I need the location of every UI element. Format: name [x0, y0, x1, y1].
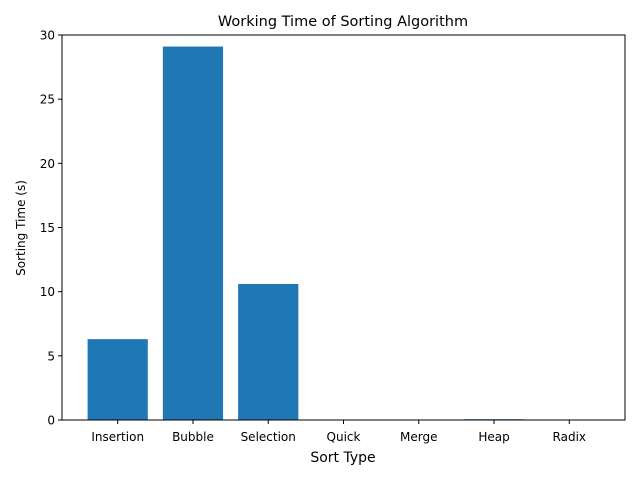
x-axis-label: Sort Type	[310, 450, 375, 466]
x-tick-label: Quick	[327, 430, 361, 444]
y-tick-label: 15	[40, 221, 55, 235]
y-axis-label: Sorting Time (s)	[14, 180, 28, 276]
y-tick-label: 20	[40, 157, 55, 171]
bar-insertion	[88, 339, 148, 420]
y-tick-label: 10	[40, 285, 55, 299]
bar-selection	[238, 284, 298, 420]
y-tick-label: 30	[40, 29, 55, 43]
chart-title: Working Time of Sorting Algorithm	[218, 14, 468, 30]
y-tick-label: 25	[40, 93, 55, 107]
x-tick-label: Selection	[241, 430, 296, 444]
bar-bubble	[163, 47, 223, 420]
x-tick-label: Merge	[400, 430, 437, 444]
y-tick-label: 0	[47, 414, 55, 428]
x-tick-label: Heap	[478, 430, 509, 444]
x-tick-label: Insertion	[91, 430, 144, 444]
y-tick-label: 5	[47, 349, 55, 363]
x-tick-label: Bubble	[172, 430, 214, 444]
x-tick-label: Radix	[553, 430, 586, 444]
